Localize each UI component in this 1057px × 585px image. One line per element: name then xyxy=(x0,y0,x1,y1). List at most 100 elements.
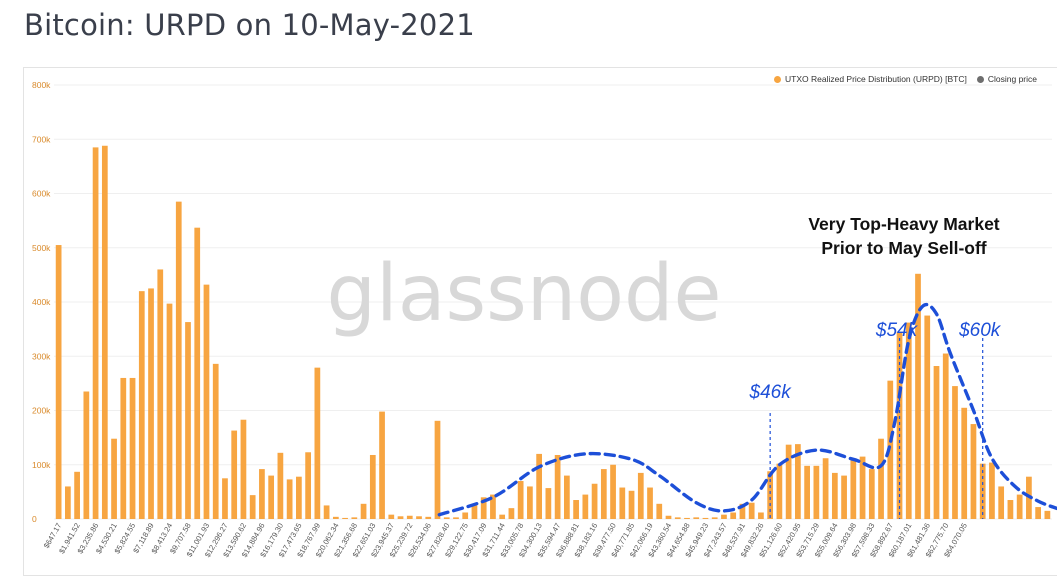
page-title: Bitcoin: URPD on 10-May-2021 xyxy=(24,8,475,42)
urpd-bar xyxy=(647,487,653,519)
urpd-bar xyxy=(693,517,700,519)
urpd-bar xyxy=(702,517,709,519)
urpd-bar xyxy=(989,462,995,519)
y-tick-label: 600k xyxy=(32,189,51,199)
legend-closing-label: Closing price xyxy=(987,74,1037,84)
urpd-bar xyxy=(314,367,321,519)
urpd-bar xyxy=(55,245,62,520)
urpd-bar xyxy=(92,147,99,519)
urpd-bar xyxy=(637,472,644,519)
urpd-bar xyxy=(471,505,478,519)
urpd-bar xyxy=(924,315,931,519)
urpd-bar xyxy=(822,458,829,519)
urpd-bar xyxy=(203,284,210,519)
y-tick-label: 300k xyxy=(32,351,51,361)
urpd-bar xyxy=(721,514,727,519)
y-tick-label: 700k xyxy=(32,134,51,144)
urpd-bar xyxy=(1035,507,1041,519)
urpd-bar xyxy=(591,483,598,519)
urpd-bar xyxy=(573,500,579,519)
cluster-outline-curve xyxy=(437,302,1057,517)
y-tick-label: 0 xyxy=(32,514,37,524)
urpd-bar xyxy=(813,465,820,519)
legend-item-closing-price[interactable]: Closing price xyxy=(976,74,1037,84)
y-tick-label: 200k xyxy=(32,406,51,416)
urpd-bar xyxy=(758,512,764,519)
urpd-bar xyxy=(674,517,681,519)
urpd-bar xyxy=(1007,500,1014,519)
urpd-bar xyxy=(490,494,496,519)
urpd-bar xyxy=(970,424,977,519)
urpd-bar xyxy=(443,517,450,519)
urpd-bar xyxy=(665,515,672,519)
urpd-bar xyxy=(859,456,866,519)
urpd-bar xyxy=(979,463,986,519)
urpd-bar xyxy=(231,430,238,519)
urpd-bar xyxy=(785,444,792,519)
urpd-bar xyxy=(342,517,348,519)
urpd-bar xyxy=(582,494,589,519)
urpd-bar xyxy=(157,269,164,519)
urpd-bar xyxy=(600,469,607,519)
urpd-bar xyxy=(212,363,219,519)
urpd-bar xyxy=(831,472,838,519)
y-tick-label: 400k xyxy=(32,297,51,307)
chart-panel: 0 100k 200k 300k 400k 500k 600k 700k 800k glassno… xyxy=(23,67,1057,576)
urpd-bar xyxy=(628,490,635,519)
urpd-bar xyxy=(434,420,441,519)
urpd-bar xyxy=(776,463,783,519)
legend-item-urpd[interactable]: UTXO Realized Price Distribution (URPD) … xyxy=(774,74,967,84)
urpd-bar xyxy=(942,353,949,519)
y-tick-label: 100k xyxy=(32,460,51,470)
urpd-bar xyxy=(684,517,690,519)
urpd-bar xyxy=(332,516,339,519)
urpd-bar xyxy=(268,475,275,519)
urpd-bar xyxy=(878,438,884,519)
label-54k: $54k xyxy=(875,320,919,341)
urpd-bar xyxy=(536,453,542,519)
urpd-bar xyxy=(480,497,487,519)
urpd-bar xyxy=(499,514,506,519)
urpd-bar xyxy=(138,291,145,519)
urpd-bar xyxy=(249,495,256,519)
urpd-bar xyxy=(517,481,524,519)
urpd-bar xyxy=(83,391,90,519)
urpd-bar xyxy=(277,452,284,519)
urpd-bar xyxy=(406,515,413,519)
urpd-bar xyxy=(194,227,201,519)
urpd-bar xyxy=(739,503,746,519)
urpd-bar xyxy=(388,514,395,519)
urpd-bar xyxy=(397,516,404,519)
urpd-bar xyxy=(610,464,616,519)
urpd-bar xyxy=(129,377,136,519)
y-tick-label: 500k xyxy=(32,243,51,253)
urpd-bar xyxy=(425,516,432,519)
urpd-bar xyxy=(868,469,875,519)
urpd-bar xyxy=(74,471,80,519)
urpd-bar xyxy=(296,476,302,519)
urpd-bar xyxy=(416,516,422,519)
urpd-bar xyxy=(369,454,376,519)
urpd-bar xyxy=(804,465,810,519)
urpd-bar xyxy=(148,288,154,519)
label-60k: $60k xyxy=(958,320,1002,341)
annotation-heading-line-2: Prior to May Sell-off xyxy=(821,238,986,258)
urpd-bar xyxy=(305,452,311,519)
urpd-bar xyxy=(259,469,265,519)
chart-legend: UTXO Realized Price Distribution (URPD) … xyxy=(774,74,1037,84)
y-tick-label: 800k xyxy=(32,80,51,90)
urpd-bar xyxy=(896,331,903,519)
urpd-bar xyxy=(240,419,247,519)
urpd-bar xyxy=(841,475,847,519)
urpd-bar xyxy=(767,471,774,519)
urpd-bar xyxy=(905,322,912,519)
urpd-bar xyxy=(453,517,459,519)
urpd-bar xyxy=(730,512,737,519)
urpd-bar xyxy=(527,486,533,519)
urpd-bar xyxy=(545,488,552,519)
urpd-bar xyxy=(961,407,968,519)
urpd-bar xyxy=(175,201,182,519)
urpd-bar xyxy=(1044,510,1051,519)
urpd-bar xyxy=(998,486,1005,519)
urpd-bar xyxy=(166,303,173,519)
